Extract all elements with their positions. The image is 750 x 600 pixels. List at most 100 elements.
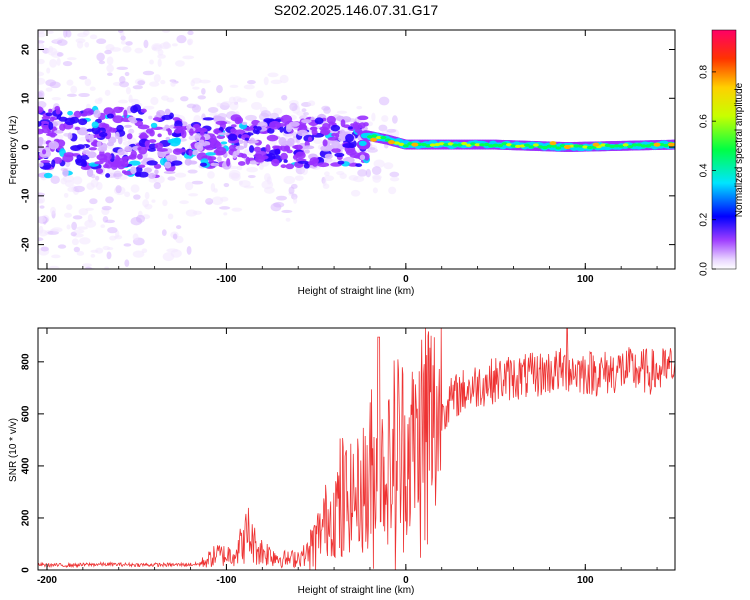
spectrogram-cell xyxy=(72,176,83,185)
spectrogram-cell xyxy=(296,129,309,137)
spectrogram-cell xyxy=(148,177,157,183)
spectrogram-cell xyxy=(143,167,153,173)
spectrogram-cell xyxy=(65,30,72,38)
spectrogram-cell xyxy=(71,221,77,231)
spectrogram-cell xyxy=(280,164,287,169)
spectrogram-cell xyxy=(89,133,95,143)
spectrogram-cell xyxy=(199,162,207,167)
spectrogram-cell xyxy=(336,110,348,114)
spectrogram-cell xyxy=(120,35,126,41)
spectrogram-cell xyxy=(622,143,629,147)
spectrogram-cell xyxy=(153,74,161,83)
spectrogram-cell xyxy=(229,84,239,89)
spectrogram-cell xyxy=(96,140,102,148)
spectrogram-cell xyxy=(46,67,51,74)
spectrogram-cell xyxy=(245,114,257,121)
spectrogram-cell xyxy=(84,266,93,269)
spectrogram-cell xyxy=(210,162,220,167)
spectrogram-cell xyxy=(237,161,246,166)
spectrogram-cell xyxy=(546,144,553,148)
spectrogram-cell xyxy=(378,96,390,106)
spectrogram-cell xyxy=(181,21,189,25)
spectrogram-cell xyxy=(120,134,129,142)
spectrogram-cell xyxy=(340,119,346,128)
spectrogram-cell xyxy=(215,120,228,125)
spectrogram-cell xyxy=(549,141,557,146)
spectrogram-cell xyxy=(101,205,112,211)
spectrogram-cell xyxy=(266,176,272,185)
snr-ytick-label: 800 xyxy=(21,353,32,370)
spectrogram-cell xyxy=(220,196,229,202)
spectrogram-cell xyxy=(303,149,310,154)
spectrogram-xtick-label: 0 xyxy=(403,274,409,285)
spectrogram-cell xyxy=(324,153,333,159)
spectrogram-cell xyxy=(245,156,251,165)
spectrogram-cell xyxy=(323,106,331,114)
spectrogram-cell xyxy=(180,96,189,102)
spectrogram-cell xyxy=(66,79,74,86)
spectrogram-cell xyxy=(314,117,324,125)
spectrogram-cell xyxy=(640,144,647,148)
spectrogram-cell xyxy=(172,233,178,240)
spectrogram-cell xyxy=(267,127,275,134)
spectrogram-cell xyxy=(243,185,255,189)
spectrogram-ytick-label: -20 xyxy=(21,237,32,252)
spectrogram-cell xyxy=(107,72,113,77)
spectrogram-cell xyxy=(199,130,205,136)
spectrogram-cell xyxy=(109,47,122,52)
snr-xtick-label: -200 xyxy=(37,575,57,586)
spectrogram-cell xyxy=(70,145,82,151)
spectrogram-cell xyxy=(130,105,138,114)
spectrogram-cell xyxy=(105,219,115,224)
spectrogram-cell xyxy=(281,94,288,101)
spectrogram-cell xyxy=(167,139,175,144)
spectrogram-cell xyxy=(189,128,194,136)
spectrogram-cell xyxy=(154,142,164,150)
spectrogram-cell xyxy=(63,192,69,198)
spectrogram-cell xyxy=(148,173,156,179)
spectrogram-cell xyxy=(38,196,45,204)
spectrogram-cell xyxy=(263,186,275,194)
spectrogram-cell xyxy=(38,162,44,167)
spectrogram-cell xyxy=(537,145,544,149)
spectrogram-cell xyxy=(84,219,97,228)
spectrogram-cell xyxy=(139,132,148,141)
spectrogram-cell xyxy=(167,128,172,136)
spectrogram-cell xyxy=(207,171,215,179)
spectrogram-cell xyxy=(104,89,111,96)
spectrogram-cell xyxy=(118,30,124,33)
spectrogram-cell xyxy=(255,150,267,156)
spectrogram-cell xyxy=(187,30,194,36)
spectrogram-cell xyxy=(86,182,95,190)
spectrogram-cell xyxy=(253,146,262,153)
spectrogram-cell xyxy=(161,114,173,121)
spectrogram-cell xyxy=(171,160,183,166)
spectrogram-cell xyxy=(104,49,112,55)
spectrogram-cell xyxy=(62,168,69,177)
spectrogram-cell xyxy=(73,246,81,253)
spectrogram-cell xyxy=(474,143,481,147)
spectrogram-cell xyxy=(102,245,111,251)
spectrogram-cell xyxy=(124,124,132,128)
spectrogram-cell xyxy=(153,164,162,169)
spectrogram-cell xyxy=(198,139,205,145)
spectrogram-cell xyxy=(67,22,74,27)
spectrogram-cell xyxy=(180,129,187,139)
spectrogram-cell xyxy=(89,86,96,91)
spectrogram-cell xyxy=(67,186,75,192)
spectrogram-cell xyxy=(303,162,310,169)
spectrogram-cell xyxy=(73,110,82,119)
spectrogram-cell xyxy=(483,142,490,147)
spectrogram-cell xyxy=(154,169,159,175)
spectrogram-cell xyxy=(268,149,281,156)
spectrogram-cell xyxy=(230,128,237,134)
spectrogram-cell xyxy=(186,246,192,255)
spectrogram-cell xyxy=(86,128,94,132)
spectrogram-cell xyxy=(236,116,244,124)
spectrogram-cell xyxy=(48,121,54,130)
spectrogram-cell xyxy=(604,143,611,147)
spectrogram-cell xyxy=(223,182,230,188)
spectrogram-cell xyxy=(66,204,73,211)
spectrogram-cell xyxy=(600,143,607,147)
spectrogram-cell xyxy=(528,145,535,149)
